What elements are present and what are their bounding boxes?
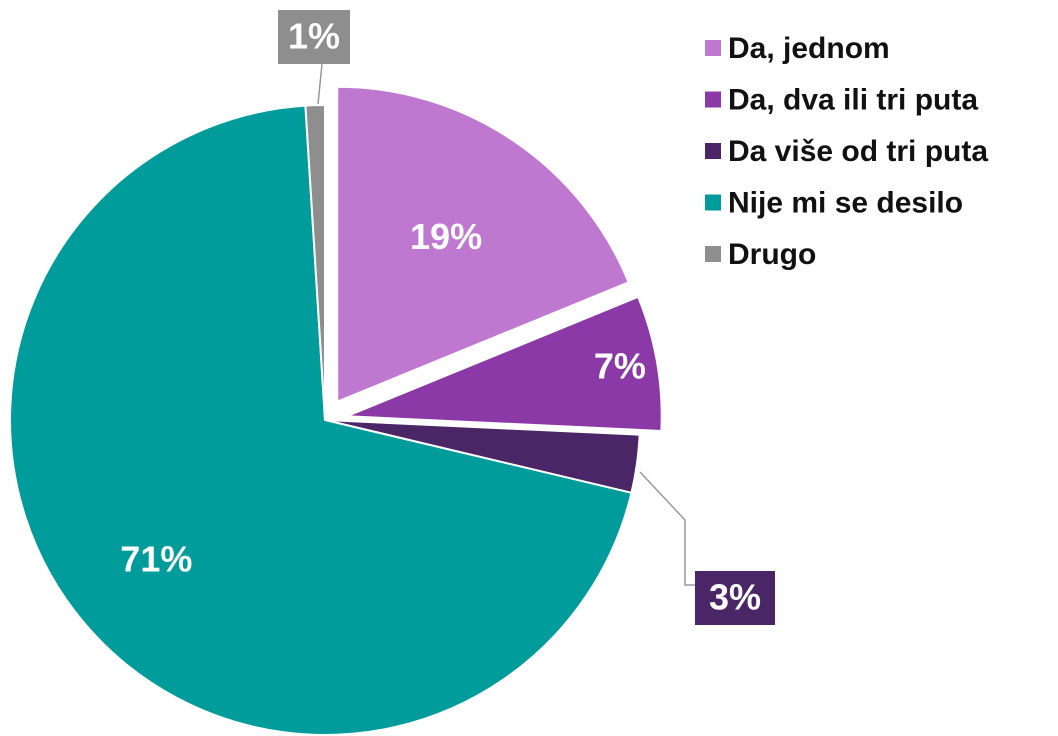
legend-swatch [705, 143, 721, 159]
data-label: 71% [120, 539, 192, 580]
legend-swatch [705, 246, 721, 262]
label-box [278, 10, 350, 64]
legend-swatch [705, 194, 721, 211]
data-label: 3% [709, 577, 761, 618]
data-label: 1% [288, 16, 340, 57]
data-label: 19% [410, 216, 482, 257]
legend-swatch [705, 40, 721, 56]
pie-slice [9, 104, 633, 736]
pie-slice [346, 295, 663, 432]
legend-label: Da, dva ili tri puta [728, 83, 978, 116]
legend-label: Da, jednom [728, 32, 890, 65]
label-box [695, 571, 775, 625]
pie-slice [336, 85, 631, 404]
leader-line [317, 63, 323, 105]
legend-label: Drugo [728, 238, 816, 271]
legend-label: Da više od tri puta [728, 135, 988, 168]
data-label: 7% [594, 346, 646, 387]
legend-swatch [705, 91, 721, 108]
legend-label: Nije mi se desilo [728, 186, 963, 219]
pie-slice [304, 103, 326, 421]
leader-line [639, 471, 695, 586]
